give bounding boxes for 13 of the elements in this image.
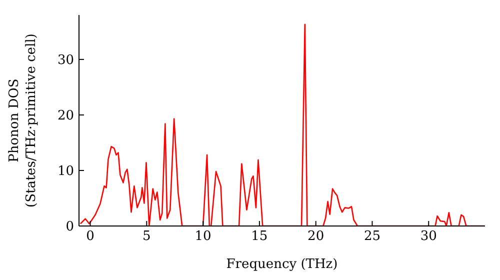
x-tick-label: 15 — [251, 229, 268, 244]
y-tick-label: 20 — [57, 108, 74, 124]
x-tick-label: 25 — [364, 229, 380, 244]
x-axis-title: Frequency (THz) — [226, 257, 338, 272]
x-tick-label: 10 — [194, 229, 212, 244]
y-tick-label: 10 — [57, 164, 74, 180]
x-tick-label: 0 — [86, 229, 94, 244]
y-axis-title: Phonon DOS (States/THz·primitive cell) — [7, 33, 39, 208]
x-tick-label: 20 — [308, 229, 324, 244]
x-tick-label: 30 — [420, 229, 437, 244]
y-tick-label: 0 — [66, 220, 74, 235]
x-tick-label: 5 — [142, 229, 151, 244]
y-tick-label: 30 — [57, 53, 74, 68]
